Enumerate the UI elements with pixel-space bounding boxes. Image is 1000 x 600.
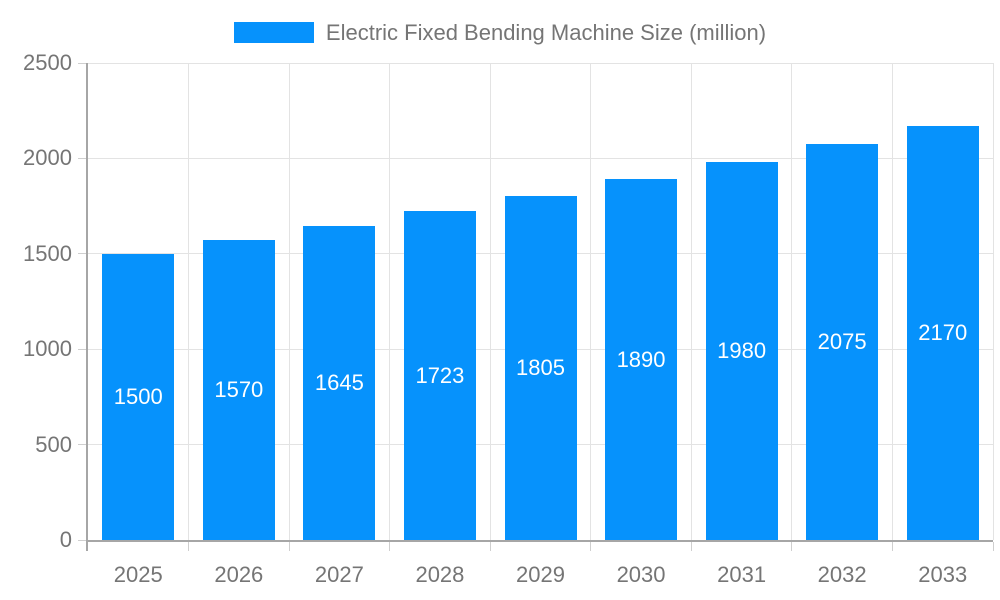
x-tick-label: 2033: [918, 562, 968, 587]
x-tick-label: 2026: [214, 562, 264, 587]
v-gridline: [489, 63, 491, 540]
v-gridline: [389, 63, 391, 540]
bar-2027[interactable]: 1645: [303, 226, 376, 540]
x-axis-tick: [791, 542, 793, 551]
y-tick-label: 500: [35, 431, 72, 457]
bar-2031[interactable]: 1980: [705, 162, 778, 540]
bar-value-label: 1500: [113, 383, 163, 409]
y-axis-tick: [78, 62, 86, 64]
y-tick-label: 2500: [23, 50, 72, 75]
v-gridline: [690, 63, 692, 540]
x-axis-tick: [590, 542, 592, 551]
v-gridline: [590, 63, 592, 540]
v-gridline: [992, 63, 994, 540]
bar-2030[interactable]: 1890: [605, 179, 678, 540]
legend-label: Electric Fixed Bending Machine Size (mil…: [325, 20, 767, 45]
bar-2029[interactable]: 1805: [504, 195, 577, 540]
x-axis-tick: [288, 542, 290, 551]
x-axis-tick: [86, 542, 88, 551]
x-axis-tick: [188, 542, 190, 551]
bar-2033[interactable]: 2170: [906, 125, 979, 540]
bar-2028[interactable]: 1723: [403, 211, 476, 540]
y-axis-tick: [78, 444, 86, 446]
x-tick-label: 2031: [717, 562, 767, 587]
x-tick-label: 2025: [113, 562, 163, 587]
y-tick-label: 1500: [23, 240, 72, 266]
bar-value-label: 2170: [918, 319, 968, 345]
x-axis-tick: [389, 542, 391, 551]
bar-2025[interactable]: 1500: [102, 253, 175, 540]
v-gridline: [891, 63, 893, 540]
x-axis-tick: [992, 542, 994, 551]
h-gridline: [88, 157, 993, 159]
bar-value-label: 1570: [214, 377, 264, 403]
bar-2026[interactable]: 1570: [202, 240, 275, 540]
x-tick-label: 2027: [314, 562, 364, 587]
plot-area: 1500 1570 1645 1723 1805 1890 1980 2075 2170: [86, 62, 994, 542]
bar-value-label: 1890: [616, 346, 666, 372]
x-axis-tick: [690, 542, 692, 551]
x-tick-label: 2029: [516, 562, 565, 587]
x-tick-label: 2032: [817, 562, 867, 587]
bar-value-label: 1723: [415, 362, 465, 388]
h-gridline: [88, 62, 993, 64]
y-axis-tick: [78, 157, 86, 159]
y-tick-label: 0: [59, 527, 72, 552]
legend-swatch: [233, 22, 314, 43]
chart-legend-item[interactable]: Electric Fixed Bending Machine Size (mil…: [0, 20, 1000, 45]
bar-value-label: 1980: [717, 338, 767, 364]
v-gridline: [288, 63, 290, 540]
y-tick-label: 2000: [23, 145, 72, 171]
bar-value-label: 2075: [817, 329, 867, 355]
y-tick-label: 1000: [23, 336, 72, 362]
bar-value-label: 1645: [314, 370, 364, 396]
bar-2032[interactable]: 2075: [806, 144, 879, 540]
y-axis-tick: [78, 539, 86, 541]
x-axis-tick: [489, 542, 491, 551]
bar-value-label: 1805: [516, 354, 565, 380]
y-axis-tick: [78, 348, 86, 350]
x-tick-label: 2028: [415, 562, 465, 587]
y-axis-tick: [78, 253, 86, 255]
v-gridline: [791, 63, 793, 540]
x-tick-label: 2030: [616, 562, 666, 587]
x-axis-tick: [891, 542, 893, 551]
v-gridline: [188, 63, 190, 540]
